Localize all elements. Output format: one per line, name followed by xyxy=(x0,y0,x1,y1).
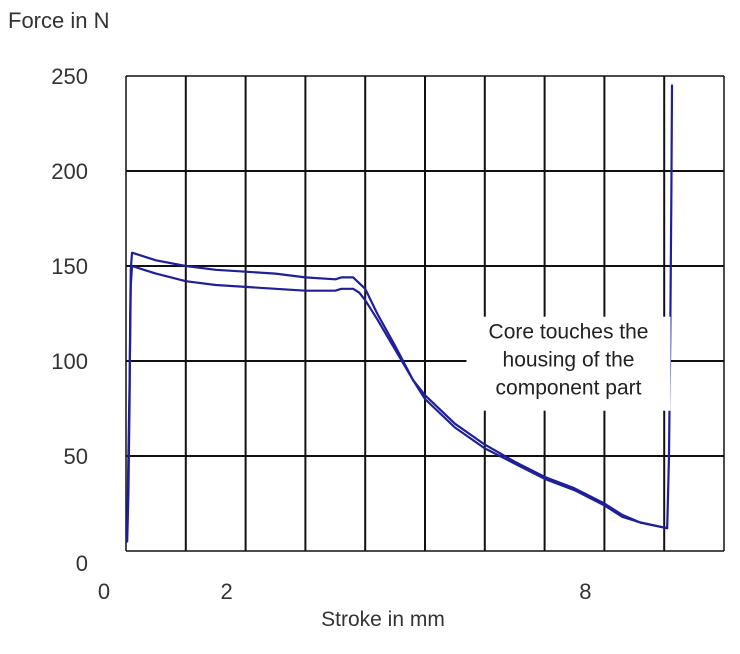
annotation-line-2: housing of the xyxy=(503,349,635,372)
series-line-2 xyxy=(126,264,669,534)
tick-labels: 0 50 100 150 200 250 0 2 8 xyxy=(51,64,591,604)
x-tick-label: 8 xyxy=(579,579,591,604)
y-tick-label: 50 xyxy=(64,444,88,469)
annotation-line-3: component part xyxy=(496,377,642,400)
y-tick-label: 100 xyxy=(51,349,88,374)
x-tick-label: 2 xyxy=(220,579,232,604)
x-tick-label: 0 xyxy=(98,579,110,604)
annotation-line-1: Core touches the xyxy=(489,321,649,344)
y-axis-label: Force in N xyxy=(8,8,109,33)
y-tick-label: 200 xyxy=(51,159,88,184)
annotation-layer: Core touches the housing of the componen… xyxy=(466,316,671,411)
y-tick-label: 0 xyxy=(76,551,88,576)
annotation-background xyxy=(466,316,671,411)
x-axis-label: Stroke in mm xyxy=(321,608,445,631)
y-tick-label: 150 xyxy=(51,254,88,279)
y-tick-label: 250 xyxy=(51,64,88,89)
series-layer xyxy=(126,84,674,543)
grid xyxy=(125,75,725,552)
